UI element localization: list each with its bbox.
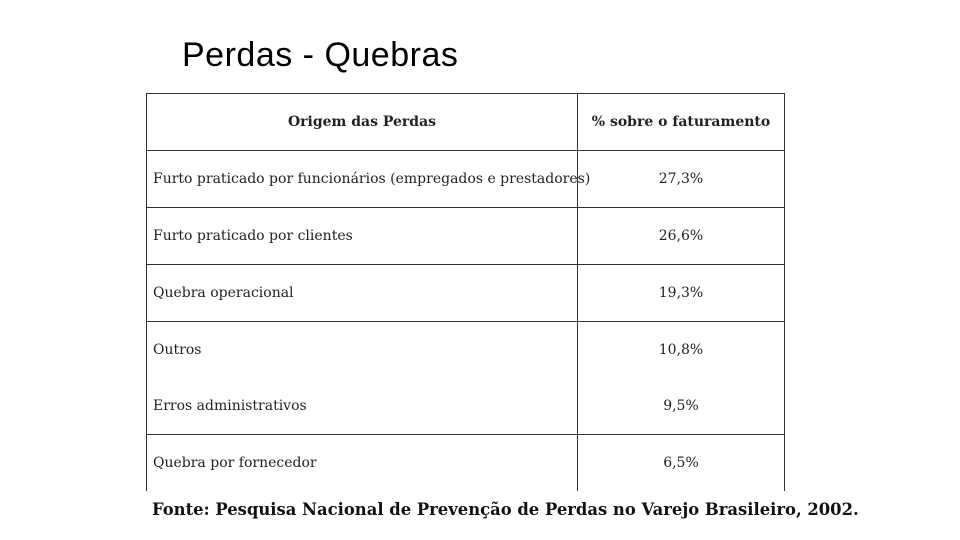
losses-table-container: Origem das Perdas % sobre o faturamento … [146, 93, 785, 491]
origem-cell: Quebra operacional [146, 264, 578, 322]
table-row: Erros administrativos 9,5% [146, 378, 785, 435]
origem-cell: Furto praticado por clientes [146, 207, 578, 265]
table-row: Furto praticado por funcionários (empreg… [146, 150, 785, 208]
origem-cell: Quebra por fornecedor [146, 434, 578, 491]
table-row: Quebra operacional 19,3% [146, 264, 785, 322]
table-row: Quebra por fornecedor 6,5% [146, 434, 785, 491]
percent-cell: 9,5% [577, 378, 785, 435]
percent-cell: 19,3% [577, 264, 785, 322]
source-citation: Fonte: Pesquisa Nacional de Prevenção de… [152, 500, 859, 519]
page-title: Perdas - Quebras [182, 36, 459, 74]
percent-cell: 26,6% [577, 207, 785, 265]
table-row: Outros 10,8% [146, 321, 785, 378]
origem-cell: Furto praticado por funcionários (empreg… [146, 150, 590, 208]
percent-cell: 27,3% [577, 150, 785, 208]
table-header-row: Origem das Perdas % sobre o faturamento [146, 93, 785, 151]
origem-cell: Erros administrativos [146, 378, 578, 435]
origem-cell: Outros [146, 321, 578, 378]
column-header-origem: Origem das Perdas [146, 93, 578, 151]
column-header-percent: % sobre o faturamento [577, 93, 785, 151]
losses-table: Origem das Perdas % sobre o faturamento … [146, 93, 785, 491]
table-row: Furto praticado por clientes 26,6% [146, 207, 785, 265]
percent-cell: 6,5% [577, 434, 785, 491]
percent-cell: 10,8% [577, 321, 785, 378]
